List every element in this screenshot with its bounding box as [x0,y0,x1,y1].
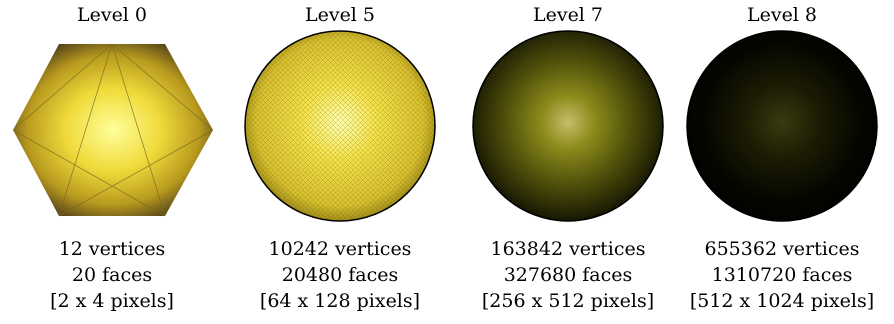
icosahedron-level-0-image [0,30,224,222]
level-title: Level 7 [532,4,604,26]
pixel-resolution: [2 x 4 pixels] [50,290,174,312]
sphere-level-8-image [670,30,894,222]
face-count: 20480 faces [281,264,399,286]
vertex-count: 10242 vertices [268,238,412,260]
level-title: Level 0 [76,4,148,26]
vertex-count: 12 vertices [58,238,166,260]
panel-level-0: Level 0 12 vertices 20 [0,0,224,324]
level-title: Level 8 [746,4,818,26]
face-count: 20 faces [71,264,153,286]
pixel-resolution: [256 x 512 pixels] [481,290,655,312]
level-stats: 163842 vertices 327680 faces [256 x 512 … [456,236,680,314]
pixel-resolution: [512 x 1024 pixels] [689,290,875,312]
vertex-count: 655362 vertices [704,238,860,260]
panel-level-7: Level 7 163842 vertices 327 [456,0,680,324]
sphere-level-7-image [456,30,680,222]
level-stats: 12 vertices 20 faces [2 x 4 pixels] [0,236,224,314]
panel-level-5: Level 5 10242 vertices 20480 faces [228,0,452,324]
level-title: Level 5 [304,4,376,26]
face-count: 1310720 faces [711,264,853,286]
vertex-count: 163842 vertices [490,238,646,260]
level-stats: 655362 vertices 1310720 faces [512 x 102… [670,236,894,314]
panel-level-8: Level 8 655362 vertices 1310720 faces [5… [670,0,894,324]
pixel-resolution: [64 x 128 pixels] [259,290,421,312]
sphere-level-5-image [228,30,452,222]
face-count: 327680 faces [503,264,633,286]
level-stats: 10242 vertices 20480 faces [64 x 128 pix… [228,236,452,314]
